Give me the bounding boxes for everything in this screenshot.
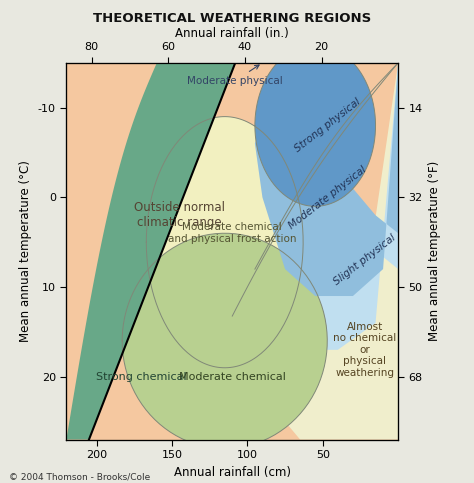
Text: THEORETICAL WEATHERING REGIONS: THEORETICAL WEATHERING REGIONS xyxy=(93,12,372,25)
Text: © 2004 Thomson - Brooks/Cole: © 2004 Thomson - Brooks/Cole xyxy=(9,472,151,482)
Y-axis label: Mean annual temperature (°F): Mean annual temperature (°F) xyxy=(428,161,441,341)
Text: Moderate physical: Moderate physical xyxy=(187,65,283,85)
Text: Moderate chemical: Moderate chemical xyxy=(179,372,286,382)
Polygon shape xyxy=(66,63,235,440)
Polygon shape xyxy=(146,116,303,368)
Text: Moderate chemical
and physical frost action: Moderate chemical and physical frost act… xyxy=(168,222,297,244)
Y-axis label: Mean annual temperature (°C): Mean annual temperature (°C) xyxy=(19,160,32,342)
Text: Outside normal
climatic range: Outside normal climatic range xyxy=(134,201,225,229)
X-axis label: Annual rainfall (in.): Annual rainfall (in.) xyxy=(175,27,289,40)
X-axis label: Annual rainfall (cm): Annual rainfall (cm) xyxy=(174,466,291,479)
Polygon shape xyxy=(255,63,398,296)
Polygon shape xyxy=(232,63,398,350)
Text: Strong chemical: Strong chemical xyxy=(96,372,187,382)
Polygon shape xyxy=(255,45,375,206)
Text: Strong physical: Strong physical xyxy=(292,97,362,154)
Text: Slight physical: Slight physical xyxy=(332,233,398,287)
Polygon shape xyxy=(122,233,327,449)
Polygon shape xyxy=(225,63,398,440)
Text: Moderate physical: Moderate physical xyxy=(287,164,368,231)
Text: Almost
no chemical
or
physical
weathering: Almost no chemical or physical weatherin… xyxy=(333,322,397,378)
